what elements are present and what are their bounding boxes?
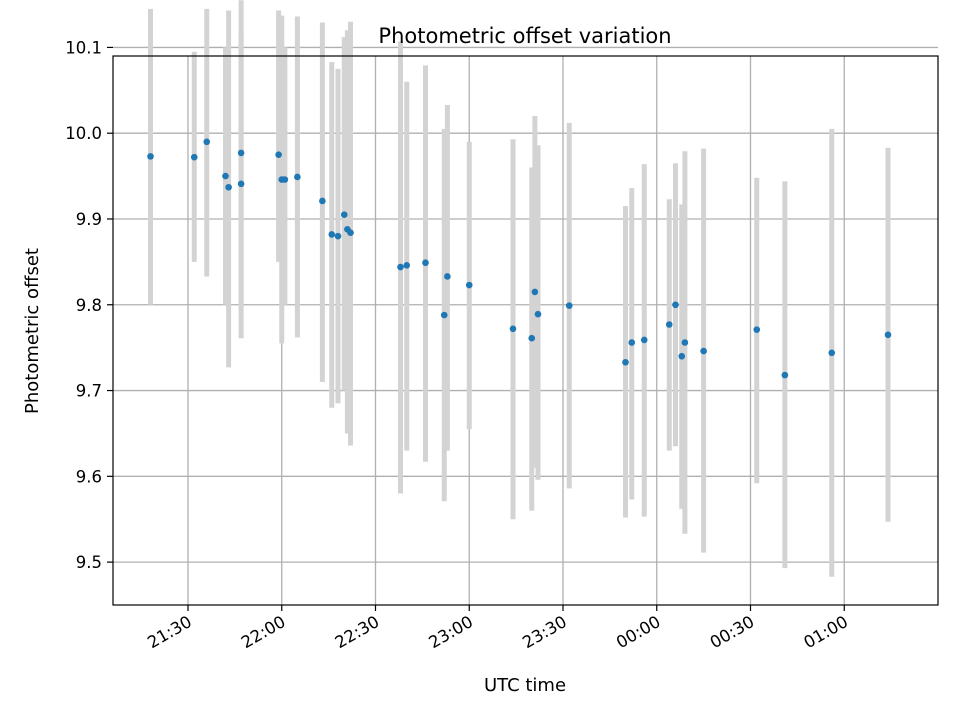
x-tick-label: 21:30 — [144, 612, 195, 652]
x-tick-label: 00:00 — [613, 612, 664, 652]
grid-lines — [113, 46, 938, 605]
data-point — [700, 347, 707, 355]
data-point — [444, 273, 451, 280]
data-point — [440, 311, 448, 319]
data-point — [665, 321, 673, 328]
chart-title: Photometric offset variation — [378, 24, 671, 48]
y-tick-label: 9.9 — [76, 210, 102, 229]
data-point — [334, 232, 342, 240]
data-point — [222, 172, 229, 180]
data-point — [340, 211, 348, 218]
data-point — [237, 180, 245, 188]
data-point — [884, 331, 892, 339]
data-point — [319, 197, 326, 205]
x-tick-label: 01:00 — [801, 612, 852, 652]
data-point — [281, 176, 289, 183]
data-point — [403, 262, 411, 269]
data-point — [237, 149, 245, 157]
data-point — [753, 326, 761, 333]
data-point — [347, 229, 354, 237]
y-axis-ticks: 9.5 9.6 9.7 9.8 9.9 10.0 10.1 — [65, 38, 113, 572]
y-tick-label: 9.6 — [76, 467, 102, 486]
data-point — [294, 173, 301, 181]
y-axis-title: Photometric offset — [22, 248, 43, 414]
x-axis-title: UTC time — [484, 675, 566, 696]
y-tick-label: 9.7 — [76, 382, 102, 401]
x-axis-ticks: 21:30 22:00 22:30 23:00 23:30 00:00 00:30 01:00 — [144, 605, 851, 652]
y-tick-label: 10.0 — [65, 124, 102, 143]
data-points — [147, 138, 892, 379]
data-point — [781, 371, 789, 379]
data-point — [225, 183, 232, 191]
data-point — [672, 301, 679, 309]
data-point — [397, 263, 404, 271]
data-point — [828, 349, 836, 357]
data-point — [465, 281, 473, 289]
y-tick-label: 9.5 — [76, 553, 102, 572]
y-tick-label: 9.8 — [76, 296, 102, 315]
data-point — [275, 151, 282, 158]
x-tick-label: 23:30 — [519, 612, 570, 652]
data-point — [622, 358, 629, 366]
data-point — [628, 339, 636, 346]
data-point — [681, 339, 689, 346]
x-tick-label: 23:00 — [426, 612, 477, 652]
x-tick-label: 22:00 — [238, 612, 289, 652]
error-bars — [148, 0, 891, 577]
x-tick-label: 00:30 — [707, 612, 758, 652]
data-point — [640, 336, 648, 344]
data-point — [528, 334, 536, 342]
x-tick-label: 22:30 — [332, 612, 383, 652]
data-point — [534, 310, 542, 318]
data-point — [190, 153, 198, 161]
data-point — [422, 259, 429, 267]
data-point — [531, 288, 539, 296]
data-point — [509, 325, 517, 333]
y-tick-label: 10.1 — [65, 38, 102, 57]
data-point — [203, 138, 211, 146]
plot-frame — [112, 55, 939, 606]
data-point — [678, 352, 686, 360]
data-point — [147, 153, 154, 160]
data-point — [328, 231, 336, 238]
data-point — [565, 302, 573, 309]
